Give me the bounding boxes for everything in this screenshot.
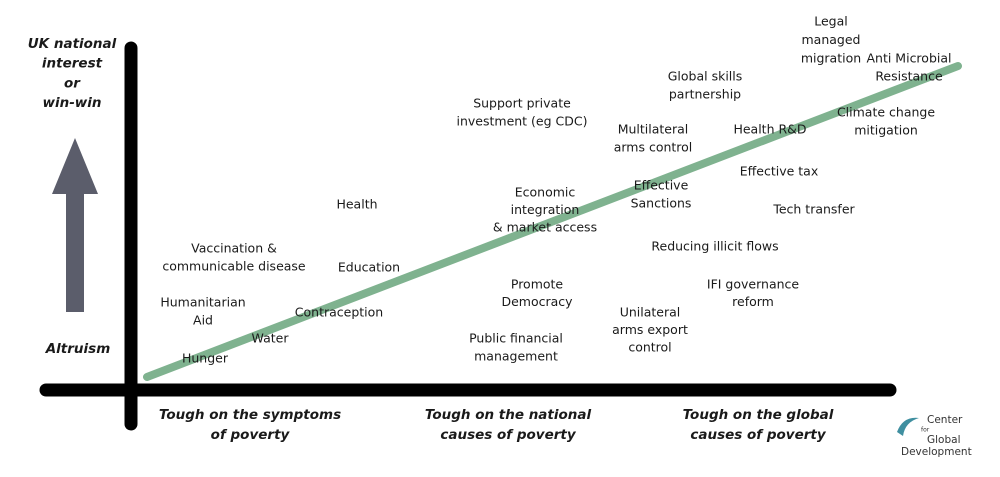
item-label: communicable disease xyxy=(162,259,306,274)
item-label: Support private xyxy=(473,96,571,111)
item-label: & market access xyxy=(493,220,597,235)
item-label: investment (eg CDC) xyxy=(457,114,588,129)
item-label: Multilateral xyxy=(618,122,689,137)
x-axis-label: Tough on the national xyxy=(425,407,592,423)
x-axis-label: of poverty xyxy=(211,427,291,443)
up-arrow xyxy=(52,138,98,312)
item-label: Anti Microbial xyxy=(866,51,951,66)
item-label: arms export xyxy=(612,322,688,337)
item-label: Effective xyxy=(634,178,689,193)
item-label: Unilateral xyxy=(620,305,681,320)
item-label: Vaccination & xyxy=(191,241,277,256)
logo-text: Development xyxy=(901,446,972,458)
item-label: Hunger xyxy=(182,351,229,366)
item-label: mitigation xyxy=(854,123,918,138)
logo-text: Center xyxy=(927,414,963,426)
item-label: Education xyxy=(338,260,400,275)
item-label: Resistance xyxy=(875,69,943,84)
item-label: Public financial xyxy=(469,331,563,346)
logo-text: Global xyxy=(927,434,961,446)
item-label: Health xyxy=(336,197,377,212)
item-label: Aid xyxy=(193,313,213,328)
item-label: Health R&D xyxy=(733,122,806,137)
item-label: Tech transfer xyxy=(772,202,855,217)
y-axis-top-label: UK national xyxy=(28,36,117,52)
item-label: Sanctions xyxy=(631,196,692,211)
y-axis-top-label: or xyxy=(64,75,81,91)
item-label: Democracy xyxy=(501,294,573,309)
item-label: integration xyxy=(511,202,580,217)
item-label: migration xyxy=(801,51,861,66)
item-label: Effective tax xyxy=(740,164,818,179)
item-label: arms control xyxy=(614,140,693,155)
item-label: Water xyxy=(252,331,290,346)
item-label: control xyxy=(628,340,671,355)
item-label: reform xyxy=(732,294,774,309)
item-label: Climate change xyxy=(837,105,935,120)
logo-text: for xyxy=(921,427,930,434)
y-axis-bottom-label: Altruism xyxy=(45,341,111,357)
item-label: managed xyxy=(802,32,861,47)
x-axis-label: causes of poverty xyxy=(690,427,827,443)
item-label: Humanitarian xyxy=(160,295,245,310)
item-label: Reducing illicit flows xyxy=(651,239,778,254)
y-axis-top-label: win-win xyxy=(42,95,101,111)
logo-mark xyxy=(897,417,919,436)
trend-line xyxy=(143,62,962,381)
item-label: Promote xyxy=(511,277,564,292)
item-label: partnership xyxy=(669,87,741,102)
item-label: Economic xyxy=(515,185,576,200)
y-axis-top-label: interest xyxy=(42,56,103,72)
x-axis-label: Tough on the symptoms xyxy=(159,407,341,423)
item-label: Legal xyxy=(814,14,848,29)
x-axis-label: causes of poverty xyxy=(440,427,577,443)
item-label: management xyxy=(474,349,558,364)
x-axis-label: Tough on the global xyxy=(683,407,834,423)
item-label: Contraception xyxy=(295,305,383,320)
item-label: Global skills xyxy=(668,69,743,84)
item-label: IFI governance xyxy=(707,277,800,292)
